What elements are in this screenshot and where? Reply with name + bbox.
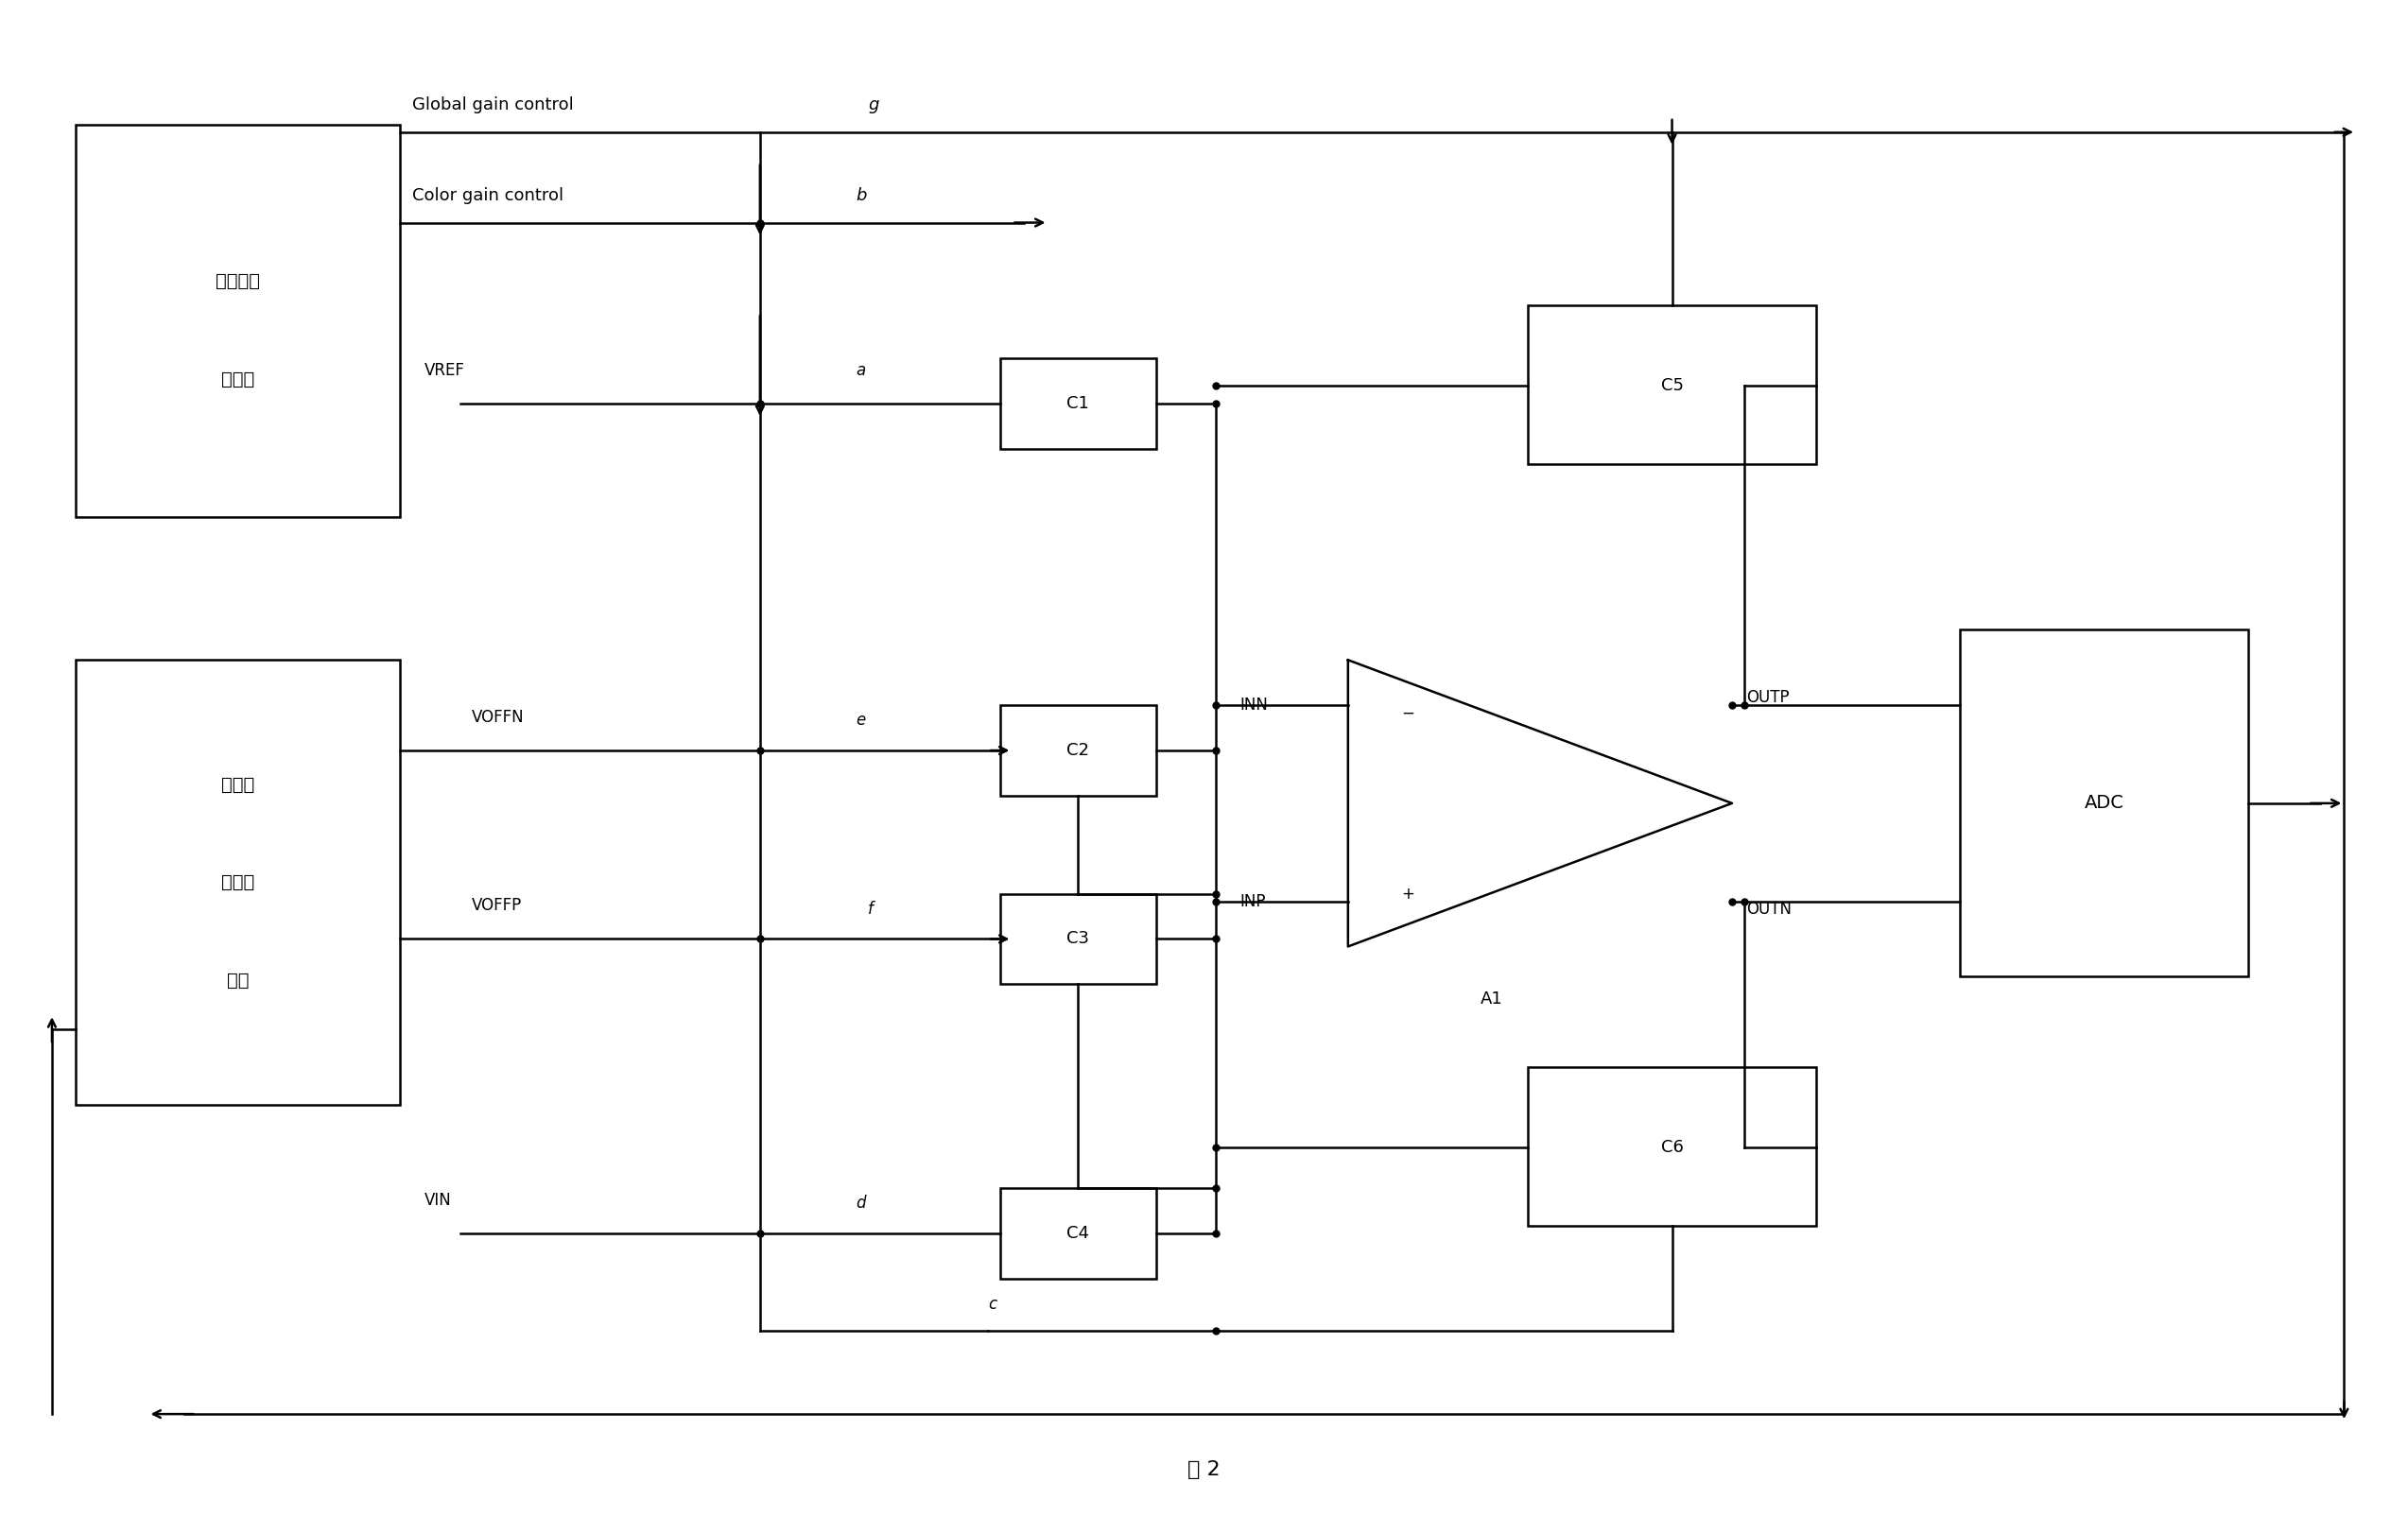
Text: −: − [1401, 705, 1413, 722]
Bar [1960, 629, 2249, 976]
Text: OUTN: OUTN [1746, 901, 1792, 917]
Text: 图像信号: 图像信号 [217, 273, 260, 291]
Text: e: e [855, 713, 864, 729]
Text: OUTP: OUTP [1746, 690, 1789, 706]
Text: INP: INP [1240, 893, 1267, 910]
Text: C3: C3 [1067, 931, 1088, 948]
Text: 处理器: 处理器 [222, 370, 255, 388]
Bar [77, 659, 400, 1105]
Text: c: c [987, 1296, 997, 1313]
Text: b: b [855, 186, 867, 205]
Text: C2: C2 [1067, 741, 1088, 760]
Text: 黑色背: 黑色背 [222, 776, 255, 793]
Text: f: f [867, 901, 874, 917]
Text: 电路: 电路 [226, 972, 248, 990]
Bar [1529, 1067, 1816, 1225]
Text: C4: C4 [1067, 1225, 1088, 1242]
Text: g: g [867, 97, 879, 114]
Text: +: + [1401, 885, 1413, 902]
Text: VOFFP: VOFFP [472, 897, 523, 914]
Bar [999, 894, 1156, 984]
Text: INN: INN [1240, 697, 1269, 714]
Text: C1: C1 [1067, 396, 1088, 412]
Text: d: d [855, 1195, 867, 1211]
Text: C6: C6 [1662, 1139, 1683, 1155]
Text: 图 2: 图 2 [1187, 1460, 1221, 1480]
Text: Global gain control: Global gain control [412, 97, 573, 114]
Text: a: a [855, 362, 864, 379]
Bar [1529, 306, 1816, 464]
Text: 景控制: 景控制 [222, 873, 255, 891]
Text: Color gain control: Color gain control [412, 186, 563, 205]
Text: A1: A1 [1481, 991, 1503, 1008]
Bar [999, 358, 1156, 449]
Bar [999, 1189, 1156, 1278]
Text: VREF: VREF [424, 362, 465, 379]
Text: VOFFN: VOFFN [472, 709, 525, 726]
Text: ADC: ADC [2085, 794, 2124, 813]
Text: C5: C5 [1662, 377, 1683, 394]
Text: VIN: VIN [424, 1192, 450, 1208]
Bar [999, 705, 1156, 796]
Bar [77, 124, 400, 517]
